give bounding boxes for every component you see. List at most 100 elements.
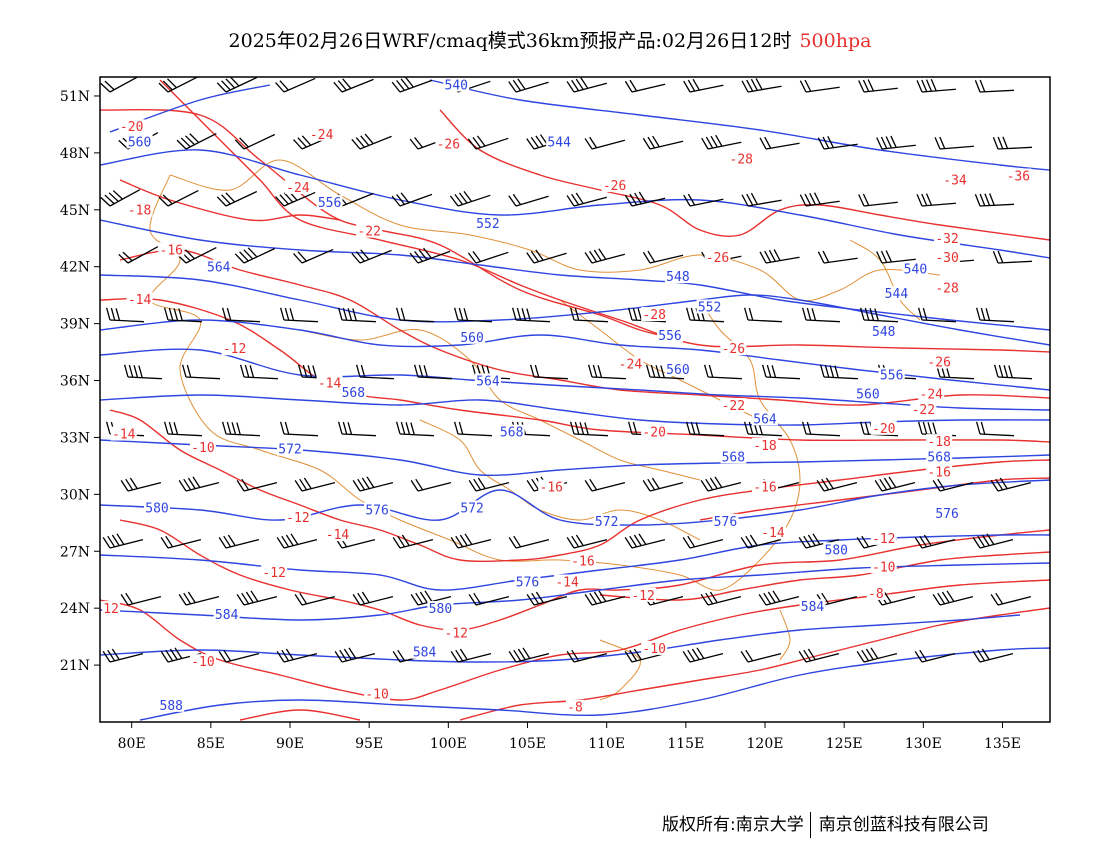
temperature-label-bg [641, 307, 668, 322]
wind-barb [409, 247, 451, 264]
temperature-label-bg [926, 434, 953, 449]
temperature-label-bg [538, 479, 565, 494]
border-line [849, 239, 921, 321]
height-label-bg [340, 384, 367, 399]
height-label-bg [799, 599, 826, 614]
footer-left: 版权所有:南京大学 [662, 815, 804, 835]
temperature-contours [100, 79, 1050, 721]
border-line [599, 639, 641, 701]
height-label: 548 [666, 270, 689, 285]
temperature-label-bg [443, 625, 470, 640]
wind-barb [700, 476, 742, 492]
wind-barb [917, 421, 956, 437]
wind-barb [100, 189, 141, 207]
height-label-bg [878, 367, 905, 382]
wind-barb [467, 250, 509, 264]
height-label: 544 [885, 287, 909, 302]
height-label-bg [546, 134, 573, 149]
height-label-bg [902, 261, 929, 276]
lat-tick-label: 30N [60, 487, 90, 503]
temperature-label: -14 [326, 528, 350, 543]
wind-barb [221, 307, 260, 323]
temperature-label-bg [704, 250, 731, 265]
wind-barb [874, 476, 916, 492]
temperature-label-bg [752, 437, 778, 452]
wind-barb [975, 307, 1014, 323]
wind-barb [391, 77, 433, 93]
height-label-bg [443, 77, 470, 92]
lon-tick-label: 90E [276, 736, 304, 752]
wind-barb [337, 307, 376, 323]
temperature-label-bg [261, 565, 288, 580]
wind-barb [178, 591, 220, 606]
wind-barb [218, 649, 260, 663]
lon-tick-label: 115E [667, 736, 704, 752]
wind-barb [511, 307, 550, 323]
height-label: 588 [160, 699, 183, 714]
wind-barb [990, 592, 1032, 606]
temperature-label: -36 [1007, 170, 1030, 185]
temperature-label: -10 [365, 687, 388, 702]
wind-barb [236, 478, 278, 492]
wind-barb [992, 136, 1032, 150]
temperature-label: -26 [927, 355, 950, 370]
height-contour [100, 614, 1021, 663]
temperature-contour [459, 607, 1050, 721]
temperature-contour [100, 108, 681, 341]
wind-barb [761, 364, 800, 380]
wind-barb [566, 192, 608, 207]
lon-tick-label: 105E [509, 736, 546, 752]
wind-barb [508, 647, 550, 663]
height-label-bg [498, 424, 525, 439]
temperature-label-bg [221, 341, 248, 356]
height-label-bg [870, 324, 897, 339]
temperature-label: -16 [540, 481, 563, 496]
lon-tick-label: 110E [588, 736, 625, 752]
temperature-label-bg [356, 223, 383, 238]
temperature-label-bg [870, 420, 897, 435]
temperature-label: -12 [872, 532, 895, 547]
wind-barb [642, 250, 684, 264]
height-label-bg [712, 513, 739, 528]
lat-tick-label: 27N [60, 544, 90, 560]
wind-barb [352, 476, 394, 492]
temperature-label: -12 [445, 627, 468, 642]
wind-barb [974, 193, 1014, 207]
axes: 80E 85E 90E 95E 100E 105E 110E 115E 120E 125E 130E… [60, 89, 1021, 752]
height-label-bg [696, 299, 723, 314]
temperature-label-bg [324, 527, 351, 542]
wind-barb [395, 421, 434, 437]
temperature-label-bg [126, 202, 153, 217]
temperature-contour [159, 79, 1050, 353]
height-label: 552 [698, 300, 721, 315]
height-label-bg [883, 286, 910, 301]
temperature-label-bg [910, 401, 937, 416]
temperature-label-bg [630, 587, 657, 602]
lat-tick-label: 24N [60, 601, 90, 617]
wind-barb [410, 590, 452, 606]
wind-barb [624, 533, 666, 549]
wind-barb [584, 248, 626, 264]
wind-barb [526, 591, 568, 606]
temperature-label: -8 [868, 587, 884, 602]
wind-barb [741, 192, 782, 207]
wind-barb [799, 192, 840, 207]
height-label: 560 [666, 363, 689, 378]
height-label-bg [474, 215, 501, 230]
height-label: 580 [825, 543, 848, 558]
wind-barb [798, 648, 840, 663]
height-contour [100, 219, 1050, 331]
wind-barb [917, 307, 956, 323]
height-label: 568 [342, 386, 365, 401]
lon-tick-label: 130E [905, 736, 942, 752]
wind-barb [216, 190, 258, 207]
height-label-bg [364, 502, 391, 517]
height-label-bg [158, 697, 185, 712]
wind-barb [816, 477, 858, 492]
height-label: 576 [516, 576, 539, 591]
temperature-label-bg [284, 179, 311, 194]
temperature-label-bg [364, 686, 391, 701]
wind-barb [105, 307, 144, 323]
height-label-bg [411, 644, 438, 659]
